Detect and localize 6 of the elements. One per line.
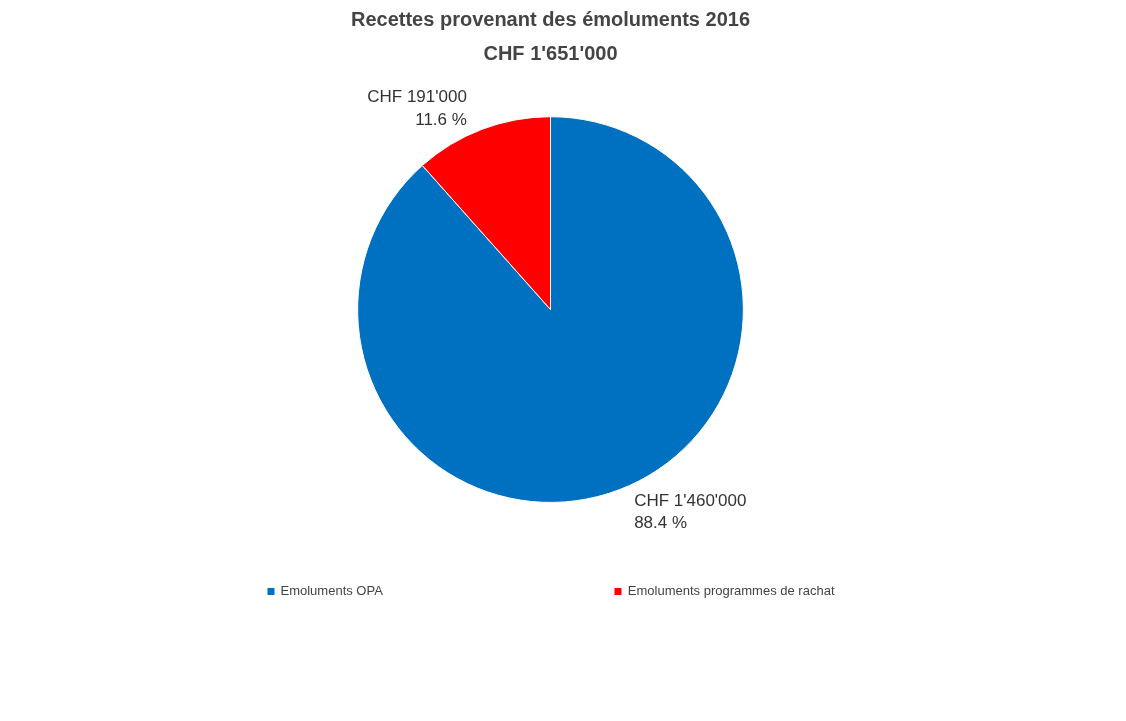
data-label: CHF 1'460'000 88.4 %: [634, 490, 747, 533]
legend-label: Emoluments programmes de rachat: [627, 583, 835, 598]
chart-subtitle: CHF 1'651'000: [483, 41, 618, 64]
data-label: CHF 191'000 11.6 %: [367, 86, 467, 129]
chart-title: Recettes provenant des émoluments 2016: [350, 7, 751, 30]
legend-label: Emoluments OPA: [280, 583, 383, 598]
